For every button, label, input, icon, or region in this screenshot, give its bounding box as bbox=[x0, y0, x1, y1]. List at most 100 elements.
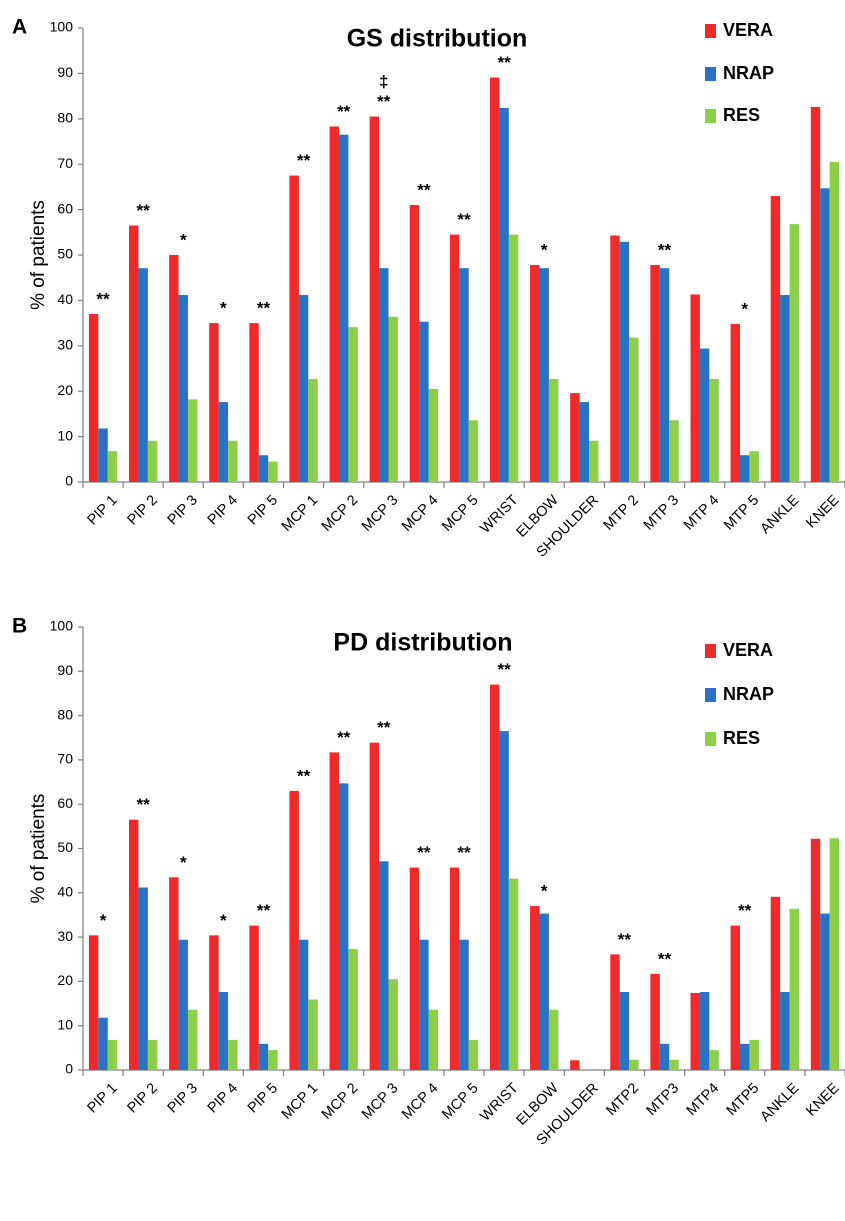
bar-nrap bbox=[218, 402, 229, 482]
legend-swatch-res bbox=[705, 109, 716, 123]
x-tick-label: PIP 3 bbox=[165, 492, 201, 528]
bar-res bbox=[508, 878, 519, 1070]
bar-vera bbox=[88, 314, 99, 482]
panel-letter: A bbox=[12, 16, 27, 39]
bar-res bbox=[749, 451, 759, 482]
bar-res bbox=[268, 461, 278, 482]
bar-vera bbox=[610, 235, 620, 482]
y-tick-label: 60 bbox=[57, 795, 73, 811]
bar-nrap bbox=[539, 913, 549, 1070]
x-tick-label: MTP3 bbox=[643, 1080, 682, 1119]
bar-vera bbox=[489, 77, 500, 483]
bar-nrap bbox=[579, 402, 590, 482]
significance-marker: * bbox=[100, 911, 107, 930]
bar-res bbox=[709, 1050, 719, 1070]
bar-vera bbox=[129, 225, 139, 483]
legend-label-res: RES bbox=[723, 728, 760, 748]
bar-vera bbox=[770, 195, 781, 483]
significance-marker: ** bbox=[257, 901, 271, 920]
x-tick-label: PIP 2 bbox=[125, 492, 161, 528]
y-tick-label: 0 bbox=[65, 473, 73, 489]
y-tick-label: 100 bbox=[50, 618, 74, 634]
bar-vera bbox=[329, 126, 339, 482]
bar-vera bbox=[289, 790, 299, 1070]
y-tick-label: 100 bbox=[50, 19, 74, 35]
y-tick-label: 30 bbox=[57, 928, 73, 944]
bar-vera bbox=[810, 838, 821, 1070]
bar-vera bbox=[209, 323, 219, 482]
bar-nrap bbox=[619, 992, 630, 1070]
bar-vera bbox=[610, 954, 620, 1070]
significance-marker: * bbox=[180, 230, 187, 249]
bar-res bbox=[187, 1009, 198, 1070]
bar-res bbox=[589, 440, 599, 482]
bar-res bbox=[789, 224, 799, 483]
bar-nrap bbox=[619, 241, 630, 482]
bar-vera bbox=[369, 116, 380, 482]
bar-nrap bbox=[659, 268, 670, 482]
bar-nrap bbox=[459, 939, 469, 1070]
legend-label-nrap: NRAP bbox=[723, 684, 774, 704]
bar-res bbox=[629, 337, 639, 482]
significance-marker: * bbox=[541, 882, 548, 901]
significance-marker: ** bbox=[618, 930, 632, 949]
bar-vera bbox=[369, 742, 380, 1070]
bar-res bbox=[388, 316, 398, 482]
bar-nrap bbox=[780, 294, 790, 482]
x-tick-label: PIP 1 bbox=[84, 1080, 120, 1116]
bar-vera bbox=[650, 973, 660, 1070]
bar-vera bbox=[570, 1060, 580, 1070]
legend-label-vera: VERA bbox=[723, 640, 773, 660]
legend-label-nrap: NRAP bbox=[723, 63, 774, 83]
x-tick-label: MTP 3 bbox=[641, 492, 682, 533]
y-tick-label: 40 bbox=[57, 291, 73, 307]
x-tick-label: MCP 1 bbox=[279, 1080, 321, 1122]
bar-res bbox=[147, 440, 158, 482]
bar-res bbox=[669, 1059, 679, 1070]
x-tick-label: PIP 4 bbox=[205, 1080, 241, 1116]
bar-res bbox=[428, 1009, 439, 1070]
legend-swatch-nrap bbox=[705, 688, 716, 702]
bar-nrap bbox=[740, 1043, 750, 1070]
significance-marker: ** bbox=[137, 795, 151, 814]
bar-nrap bbox=[539, 268, 549, 482]
significance-marker: ** bbox=[337, 728, 351, 747]
bar-res bbox=[829, 838, 840, 1070]
bar-vera bbox=[289, 175, 299, 483]
bar-nrap bbox=[379, 268, 389, 482]
x-tick-label: MCP 2 bbox=[319, 492, 361, 534]
significance-marker: ** bbox=[377, 92, 391, 111]
bar-res bbox=[107, 1039, 118, 1070]
bar-vera bbox=[770, 896, 781, 1070]
y-tick-label: 70 bbox=[57, 751, 73, 767]
bar-nrap bbox=[98, 1017, 108, 1070]
bar-nrap bbox=[379, 861, 389, 1070]
x-tick-label: KNEE bbox=[803, 1080, 842, 1119]
x-tick-label: MTP4 bbox=[684, 1080, 723, 1119]
bar-res bbox=[187, 399, 198, 482]
y-tick-label: 0 bbox=[65, 1061, 73, 1077]
bar-nrap bbox=[499, 731, 509, 1070]
bar-res bbox=[468, 1039, 479, 1070]
x-tick-label: MCP 3 bbox=[359, 1080, 401, 1122]
bar-vera bbox=[570, 393, 580, 482]
significance-marker: ** bbox=[337, 102, 351, 121]
legend-swatch-nrap bbox=[705, 67, 716, 81]
bar-nrap bbox=[338, 783, 349, 1070]
y-tick-label: 80 bbox=[57, 110, 73, 126]
legend-label-vera: VERA bbox=[723, 20, 773, 40]
bar-vera bbox=[449, 867, 460, 1070]
bar-nrap bbox=[178, 294, 188, 482]
y-axis-label: % of patients bbox=[28, 200, 49, 310]
x-tick-label: MCP 4 bbox=[399, 1080, 441, 1122]
bar-res bbox=[468, 420, 479, 482]
y-tick-label: 10 bbox=[57, 1016, 73, 1032]
bar-nrap bbox=[699, 348, 710, 482]
bar-res bbox=[428, 388, 439, 482]
significance-marker: ** bbox=[658, 240, 672, 259]
chart-panel-b: B PD distribution 0 10 20 30 40 50 60 70 80 90 100 % … bbox=[12, 615, 845, 1149]
y-tick-label: 90 bbox=[57, 64, 73, 80]
bar-vera bbox=[169, 877, 179, 1070]
bar-vera bbox=[690, 294, 700, 482]
x-tick-label: MTP 2 bbox=[601, 492, 642, 533]
